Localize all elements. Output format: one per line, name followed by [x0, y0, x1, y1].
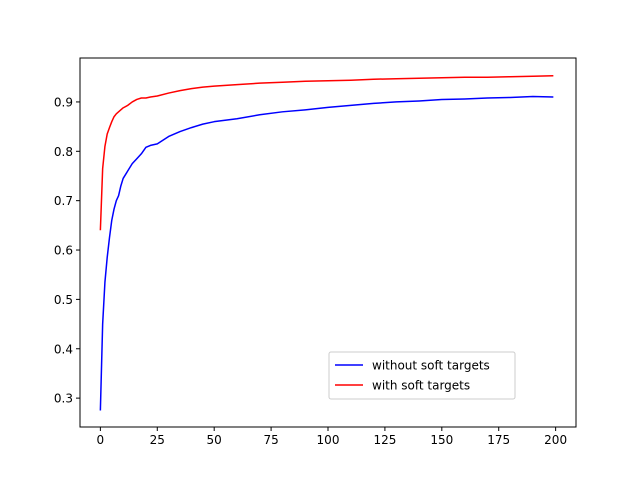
legend-label-without-soft-targets: without soft targets: [372, 359, 490, 373]
x-tick-label: 50: [207, 433, 222, 447]
y-axis: 0.3 0.4 0.5 0.6 0.7 0.8 0.9: [54, 95, 80, 406]
x-axis: 0 25 50 75 100 125 150 175 200: [97, 427, 567, 447]
x-tick-label: 100: [317, 433, 340, 447]
y-tick-label: 0.9: [54, 95, 73, 109]
y-tick-label: 0.8: [54, 145, 73, 159]
y-tick-label: 0.3: [54, 392, 73, 406]
series-lines: [99, 75, 554, 411]
x-tick-label: 150: [430, 433, 453, 447]
y-tick-label: 0.4: [54, 342, 73, 356]
x-tick-label: 0: [97, 433, 105, 447]
legend-label-with-soft-targets: with soft targets: [372, 379, 470, 393]
legend: without soft targets with soft targets: [328, 351, 516, 400]
series-line-with-soft-targets: [99, 75, 554, 231]
x-tick-label: 200: [544, 433, 567, 447]
y-tick-label: 0.5: [54, 293, 73, 307]
x-tick-label: 75: [263, 433, 278, 447]
y-tick-label: 0.7: [54, 194, 73, 208]
x-tick-label: 125: [373, 433, 396, 447]
series-line-without-soft-targets: [99, 95, 554, 411]
legend-box: [328, 351, 516, 400]
x-tick-label: 25: [150, 433, 165, 447]
x-tick-label: 175: [487, 433, 510, 447]
y-tick-label: 0.6: [54, 244, 73, 258]
